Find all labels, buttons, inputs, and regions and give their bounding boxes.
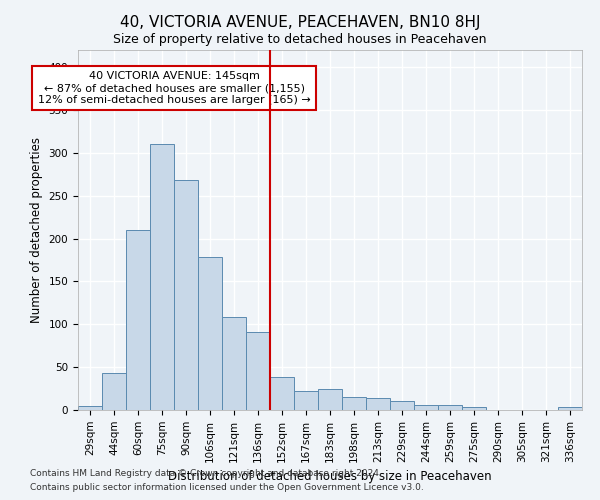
Bar [270,376,294,410]
Y-axis label: Number of detached properties: Number of detached properties [30,137,43,323]
Bar [174,180,198,410]
Bar [126,230,150,410]
Bar [438,405,462,410]
Bar [390,400,414,410]
Bar [150,144,174,410]
Bar [246,332,270,410]
Bar [294,391,318,410]
Bar [222,316,246,410]
X-axis label: Distribution of detached houses by size in Peacehaven: Distribution of detached houses by size … [168,470,492,483]
Bar [414,405,438,410]
Text: Contains HM Land Registry data © Crown copyright and database right 2024.: Contains HM Land Registry data © Crown c… [30,468,382,477]
Bar [318,388,342,410]
Bar [342,397,366,410]
Bar [366,398,390,410]
Bar [78,406,102,410]
Bar [198,256,222,410]
Bar [102,373,126,410]
Bar [462,408,486,410]
Text: 40 VICTORIA AVENUE: 145sqm
← 87% of detached houses are smaller (1,155)
12% of s: 40 VICTORIA AVENUE: 145sqm ← 87% of deta… [38,72,310,104]
Text: 40, VICTORIA AVENUE, PEACEHAVEN, BN10 8HJ: 40, VICTORIA AVENUE, PEACEHAVEN, BN10 8H… [120,15,480,30]
Text: Size of property relative to detached houses in Peacehaven: Size of property relative to detached ho… [113,32,487,46]
Bar [558,406,582,410]
Text: Contains public sector information licensed under the Open Government Licence v3: Contains public sector information licen… [30,484,424,492]
